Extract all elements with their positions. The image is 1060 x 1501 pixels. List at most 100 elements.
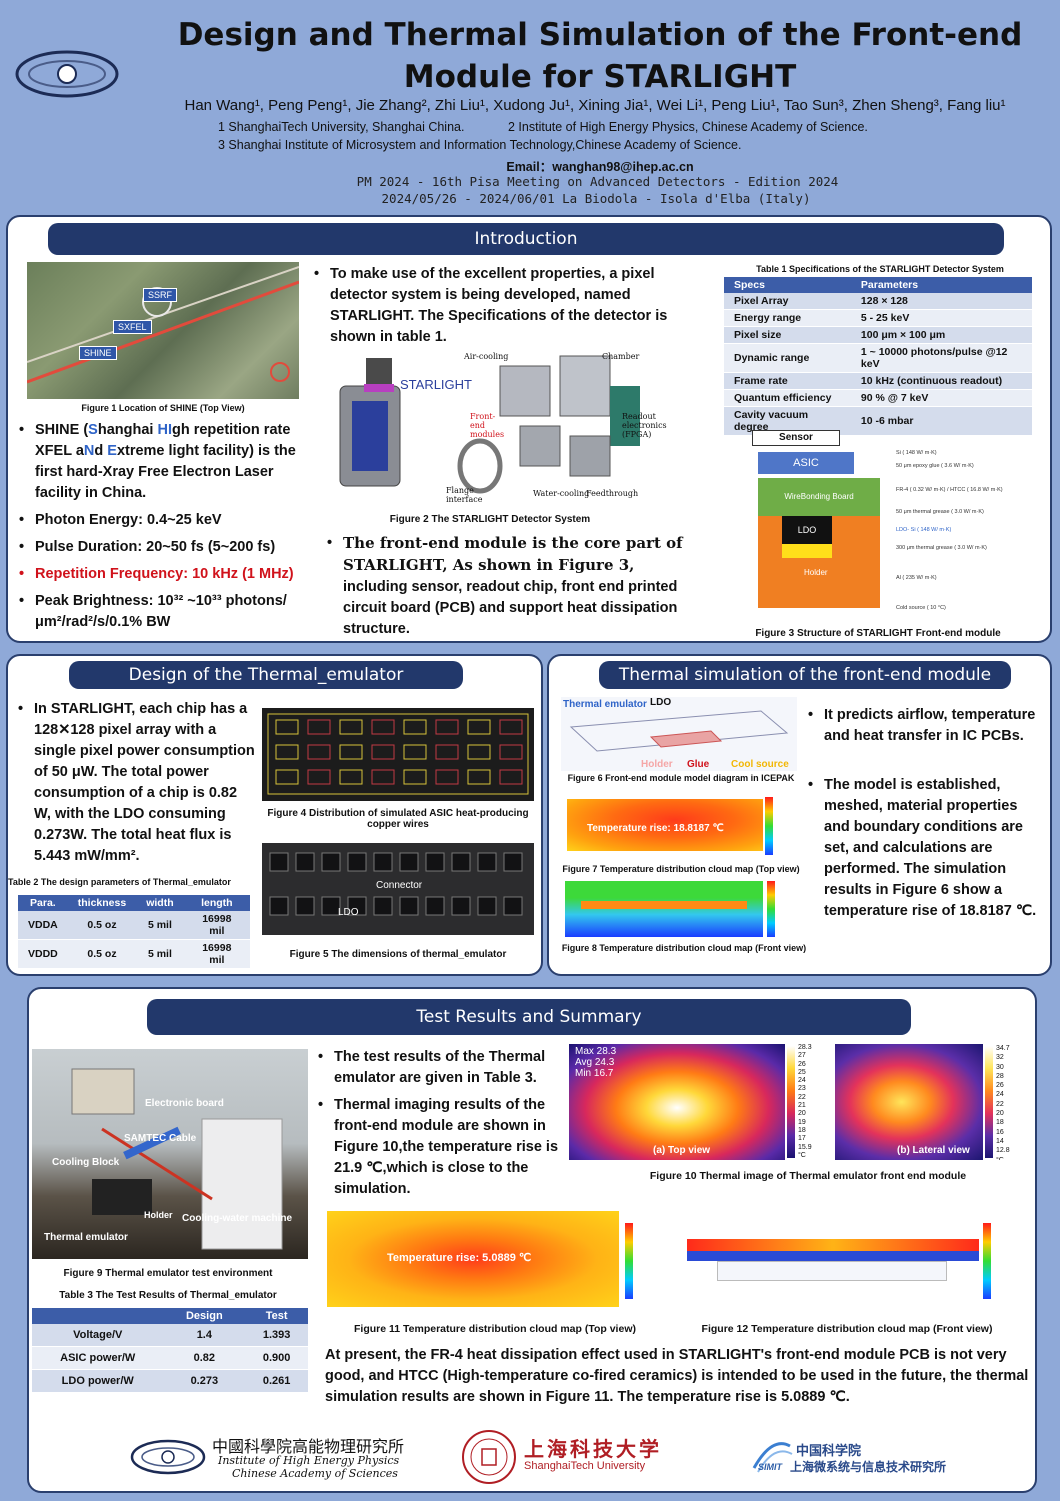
table-cell: VDDA — [18, 911, 68, 940]
table-cell: 0.273 — [163, 1369, 246, 1393]
fig3-wire-bond-board: WireBonding Board — [758, 478, 880, 516]
email-label: Email： — [506, 160, 553, 174]
fig10a-colorbar — [787, 1046, 795, 1158]
fig10a-label: (a) Top view — [653, 1145, 711, 1156]
conference-line-1: PM 2024 - 16th Pisa Meeting on Advanced … — [356, 174, 839, 189]
photo-label-cooling-block: Cooling Block — [52, 1157, 120, 1168]
photo-label-electronic-board: Electronic board — [145, 1098, 224, 1109]
colorbar-tick-label: 30 — [996, 1063, 1004, 1071]
results-bullets: The test results of the Thermal emulator… — [316, 1047, 566, 1206]
table-cell: Frame rate — [724, 372, 851, 390]
fig12-caption: Figure 12 Temperature distribution cloud… — [701, 1323, 993, 1335]
colorbar-tick-label: 18 — [996, 1119, 1004, 1127]
fig2-label-chamber: Chamber — [602, 352, 640, 361]
shanghaitech-name-en: ShanghaiTech University — [524, 1460, 646, 1472]
photo-label-holder: Holder — [144, 1210, 173, 1220]
authors: Han Wang¹, Peng Peng¹, Jie Zhang², Zhi L… — [184, 97, 1006, 114]
colorbar-tick-label: °C — [996, 1156, 1026, 1160]
fig10b-label: (b) Lateral view — [897, 1145, 970, 1156]
design-param-row: VDDA 0.5 oz 5 mil 16998 mil — [18, 911, 250, 940]
thermal-emulator-title: Design of the Thermal_emulator — [69, 661, 463, 689]
colorbar-tick-label: 28 — [996, 1072, 1004, 1080]
results-title: Test Results and Summary — [147, 999, 911, 1035]
fig3-holder-label: Holder — [804, 568, 828, 577]
temperature-map-htcc-front — [677, 1209, 1027, 1309]
fig9-caption: Figure 9 Thermal emulator test environme… — [63, 1268, 273, 1279]
icepak-model-diagram: Thermal emulator LDO Holder Glue Cool so… — [561, 697, 797, 771]
spec-row: Pixel Array 128 × 128 — [724, 293, 1032, 310]
table-header-cell — [32, 1308, 164, 1324]
table-cell: 1 ~ 10000 photons/pulse @12 keV — [850, 343, 1032, 373]
fig3-sensor: Sensor — [752, 430, 840, 446]
shine-location-map: SSRF SXFEL SHINE — [27, 262, 299, 399]
fig7-label: Temperature rise: 18.8187 ℃ — [587, 823, 724, 834]
fig8-caption: Figure 8 Temperature distribution cloud … — [561, 943, 807, 953]
fig1-caption: Figure 1 Location of SHINE (Top View) — [81, 403, 245, 413]
fig7-colorbar — [765, 797, 773, 855]
table-cell: 100 μm × 100 μm — [850, 326, 1032, 344]
fig3-ldo: LDO — [782, 516, 832, 544]
fig11-label: Temperature rise: 5.0889 ℃ — [387, 1252, 532, 1264]
table-cell: 0.261 — [245, 1369, 308, 1393]
starlight-intro-bullet: To make use of the excellent properties,… — [312, 264, 696, 348]
table1-caption: Table 1 Specifications of the STARLIGHT … — [756, 264, 1004, 274]
fig11-caption: Figure 11 Temperature distribution cloud… — [354, 1323, 636, 1335]
colorbar-tick-label: 34.7 — [996, 1045, 1010, 1052]
table-cell: 0.82 — [163, 1346, 246, 1370]
affiliation-2: 2 Institute of High Energy Physics, Chin… — [508, 120, 868, 134]
colorbar-tick-label: 26 — [798, 1060, 806, 1068]
shanghaitech-seal — [461, 1429, 517, 1485]
fig2-label-water-cooling: Water-cooling — [533, 489, 590, 498]
shine-bullet: SHINE (Shanghai HIgh repetition rate XFE… — [17, 420, 317, 504]
thermal-simulation-title: Thermal simulation of the front-end modu… — [599, 661, 1011, 689]
test-result-row: Voltage/V 1.4 1.393 — [32, 1324, 308, 1347]
table-cell: Voltage/V — [32, 1324, 164, 1347]
copper-wire-layout — [262, 708, 534, 801]
fig11-colorbar — [625, 1223, 633, 1299]
table-header-cell: Para. — [18, 895, 68, 911]
fig10a-stats: Max 28.3 Avg 24.3 Min 16.7 — [575, 1046, 617, 1079]
table-cell: 128 × 128 — [850, 293, 1032, 310]
poster-title: Design and Thermal Simulation of the Fro… — [150, 14, 1050, 98]
test-environment-photo: Electronic board SAMTEC Cable Cooling Bl… — [32, 1049, 308, 1259]
table-cell: 10 -6 mbar — [850, 406, 1032, 436]
table-header-cell: Design — [163, 1308, 246, 1324]
repetition-frequency-bullet: Repetition Frequency: 10 kHz (1 MHz) — [17, 564, 317, 585]
simit-logo-text: SIMIT — [758, 1462, 782, 1472]
table-cell: 5 mil — [136, 911, 184, 940]
simit-logo: SIMIT — [750, 1436, 794, 1476]
pixel-array-bullet: In STARLIGHT, each chip has a 128✕128 pi… — [16, 699, 256, 867]
colorbar-tick-label: 32 — [996, 1054, 1004, 1062]
fig12-colorbar — [983, 1223, 991, 1299]
colorbar-tick-label: 28.3 — [798, 1044, 812, 1051]
colorbar-tick-label: 17 — [798, 1135, 806, 1143]
fig2-label-readout: Readout electronics (FPGA) — [622, 412, 667, 439]
photo-label-thermal-emulator: Thermal emulator — [44, 1232, 128, 1243]
shanghaitech-name-cn: 上海科技大学 — [524, 1439, 662, 1461]
colorbar-tick-label: 27 — [798, 1052, 806, 1060]
fig2-label-flange: Flange interface — [446, 486, 483, 504]
parameters-header: Parameters — [850, 277, 1032, 293]
email-address[interactable]: wanghan98@ihep.ac.cn — [552, 160, 694, 174]
thermal-image-top: Max 28.3 Avg 24.3 Min 16.7 28.3 27 26 25 24 23 2… — [569, 1044, 829, 1160]
fig6-caption: Figure 6 Front-end module model diagram … — [567, 773, 795, 783]
table-header-cell: length — [183, 895, 250, 911]
fig3-asic: ASIC — [758, 452, 854, 474]
colorbar-tick-label: 22 — [798, 1093, 806, 1101]
intro-mid-bullet: To make use of the excellent properties,… — [312, 264, 696, 354]
airflow-bullet: It predicts airflow, temperature and hea… — [806, 705, 1042, 747]
table-header-cell: width — [136, 895, 184, 911]
colorbar-tick-label: 20 — [798, 1110, 806, 1118]
colorbar-tick-label: 12.8 — [996, 1147, 1010, 1155]
colorbar-tick-label: 14 — [996, 1137, 1004, 1145]
fig10b-colorbar — [985, 1046, 993, 1158]
email: Email：wanghan98@ihep.ac.cn — [0, 156, 1060, 175]
spec-row: Frame rate 10 kHz (continuous readout) — [724, 372, 1032, 390]
fig6-label-cool-source: Cool source — [731, 759, 789, 770]
affiliation-1: 1 ShanghaiTech University, Shanghai Chin… — [218, 120, 465, 134]
simit-name-cn1: 中国科学院 — [796, 1443, 862, 1458]
table-header-cell: thickness — [67, 895, 137, 911]
fig2-label-starlight: STARLIGHT — [400, 377, 472, 392]
